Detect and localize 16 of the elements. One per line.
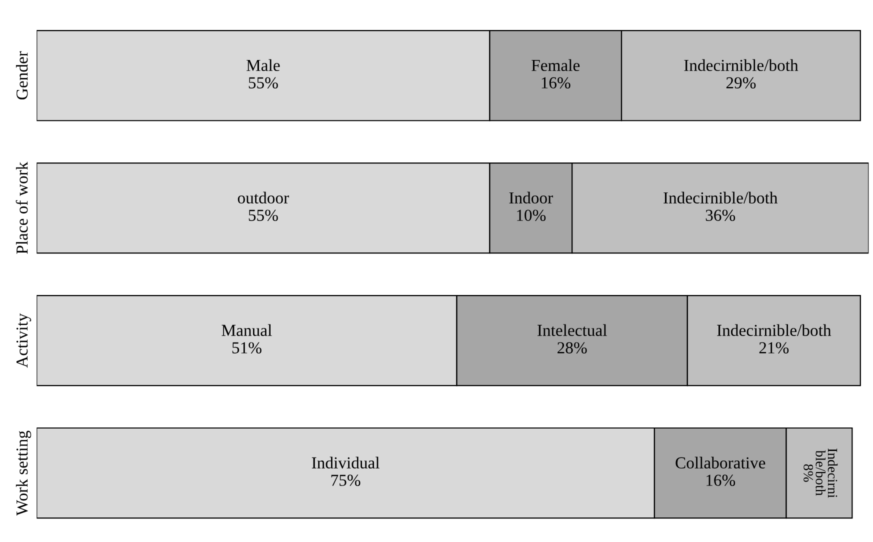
- data-label: Indecirni ble/both 8%: [804, 448, 838, 498]
- y-tick-label: Activity: [16, 313, 32, 368]
- data-label: Intelectual 28%: [538, 324, 607, 354]
- y-tick-label: Gender: [16, 51, 28, 100]
- data-label: Collaborative 16%: [676, 456, 766, 486]
- data-label: Male 55%: [246, 59, 280, 89]
- data-label: Individual 75%: [312, 456, 380, 486]
- data-label: Female 16%: [532, 59, 580, 89]
- data-label: Indoor 10%: [509, 192, 553, 222]
- data-label: Indecirnible/both 36%: [664, 192, 778, 222]
- y-tick-label: Work setting: [16, 430, 32, 516]
- y-tick-label: Place of work: [16, 162, 28, 254]
- data-label: Manual 51%: [222, 324, 272, 354]
- data-label: Indecirnible/both 29%: [684, 59, 798, 89]
- data-label: Indecirnible/both 21%: [717, 324, 832, 354]
- data-label: outdoor 55%: [238, 192, 289, 222]
